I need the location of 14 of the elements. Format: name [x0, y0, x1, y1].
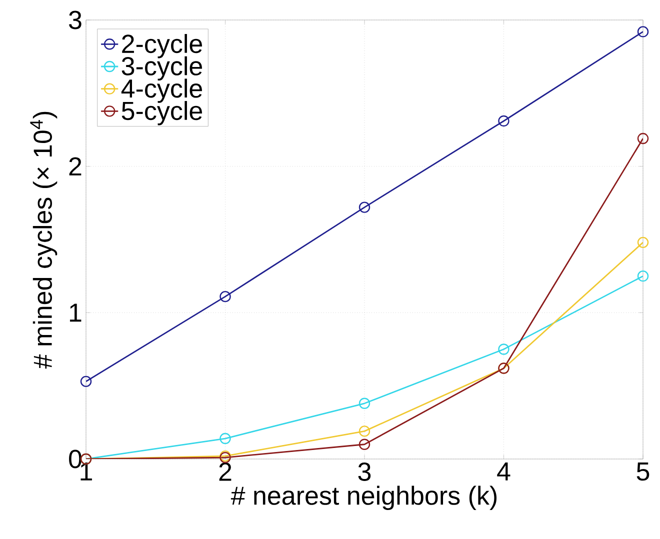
- legend-label: 4-cycle: [121, 78, 202, 103]
- x-tick-label: 5: [636, 462, 650, 481]
- legend-label: 2-cycle: [122, 34, 202, 58]
- x-tick-label: 4: [497, 462, 510, 480]
- y-tick-label: 1: [70, 304, 82, 322]
- y-tick-label: 3: [69, 10, 82, 30]
- x-tick-label: 2: [219, 462, 232, 481]
- legend-label: 3-cycle: [122, 56, 202, 81]
- x-tick-label: 3: [358, 462, 371, 481]
- x-axis-title: # nearest neighbors (k): [230, 486, 497, 510]
- y-axis-title: # mined cycles (× 10$^{4}$): [30, 112, 58, 369]
- y-tick-label: 0: [69, 450, 82, 468]
- y-tick-label: 2: [69, 157, 82, 176]
- legend-label: 5-cycle: [122, 101, 202, 126]
